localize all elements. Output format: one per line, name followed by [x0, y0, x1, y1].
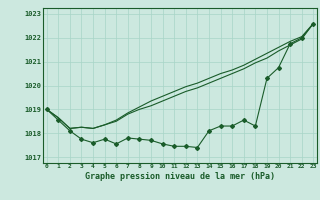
- X-axis label: Graphe pression niveau de la mer (hPa): Graphe pression niveau de la mer (hPa): [85, 172, 275, 181]
